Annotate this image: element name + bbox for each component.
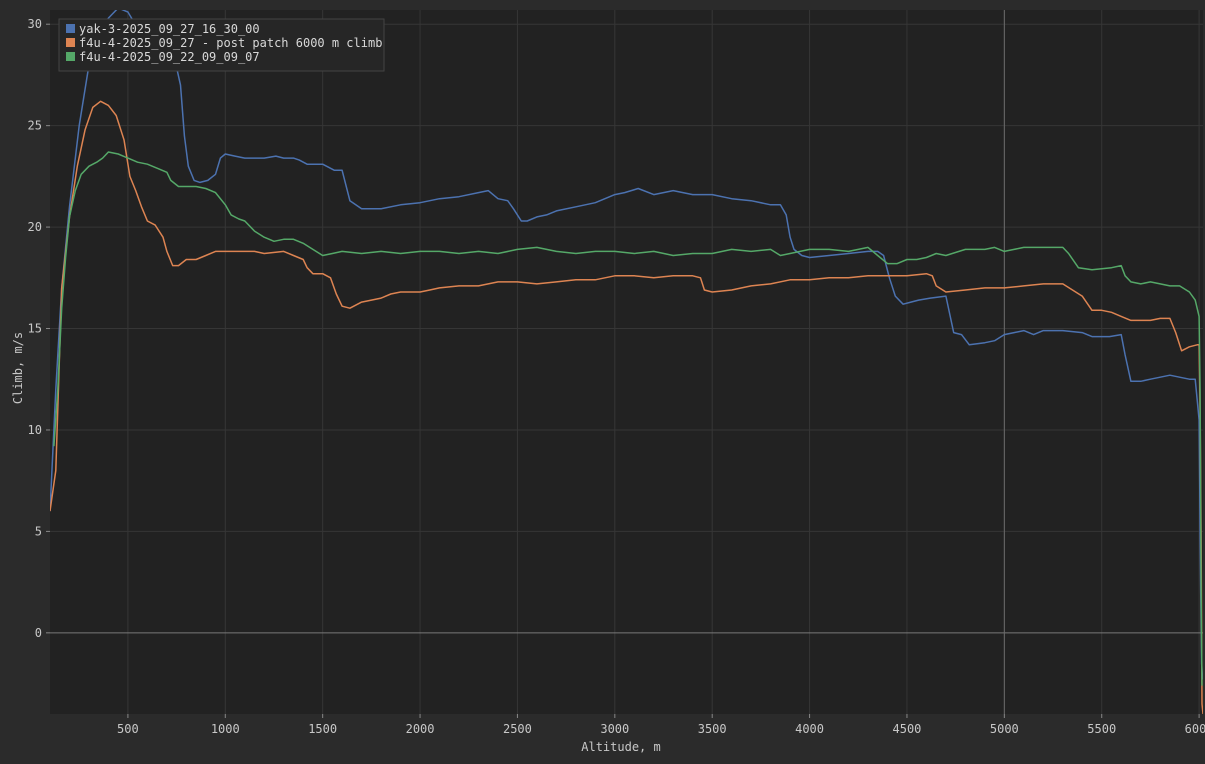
legend-swatch [66, 24, 75, 33]
series-line-1 [50, 10, 1203, 680]
legend: yak-3-2025_09_27_16_30_00f4u-4-2025_09_2… [58, 18, 385, 72]
x-tick-label: 4000 [795, 722, 824, 736]
x-tick-label: 3000 [600, 722, 629, 736]
legend-label: f4u-4-2025_09_27 - post patch 6000 m cli… [79, 36, 382, 50]
x-tick-label: 2000 [406, 722, 435, 736]
x-tick-label: 5000 [990, 722, 1019, 736]
plot-area [50, 10, 1203, 714]
y-axis-label: Climb, m/s [11, 332, 25, 404]
y-tick-label: 5 [35, 524, 42, 538]
series-line-3 [53, 151, 1203, 686]
y-tick-label: 25 [28, 119, 42, 133]
x-tick-label: 1000 [211, 722, 240, 736]
x-axis-label: Altitude, m [581, 740, 660, 754]
y-tick-label: 15 [28, 322, 42, 336]
y-tick-label: 10 [28, 423, 42, 437]
legend-label: yak-3-2025_09_27_16_30_00 [79, 22, 260, 36]
x-tick-label: 4500 [893, 722, 922, 736]
ticks: 500 1000 1500 2000 2500 3000 3500 4000 4500 5000 5… [28, 17, 1205, 736]
x-tick-label: 1500 [308, 722, 337, 736]
x-tick-label: 5500 [1087, 722, 1116, 736]
legend-swatch [66, 38, 75, 47]
legend-label: f4u-4-2025_09_22_09_09_07 [79, 50, 260, 64]
y-tick-label: 20 [28, 220, 42, 234]
x-tick-label: 3500 [698, 722, 727, 736]
grid [50, 10, 1203, 714]
x-tick-label: 2500 [503, 722, 532, 736]
y-tick-label: 0 [35, 626, 42, 640]
legend-swatch [66, 52, 75, 61]
series-line-2 [50, 100, 1203, 714]
legend-box [58, 18, 385, 72]
y-tick-label: 30 [28, 17, 42, 31]
x-tick-label: 500 [117, 722, 139, 736]
x-tick-label: 6000 [1185, 722, 1205, 736]
series-lines [50, 10, 1203, 714]
